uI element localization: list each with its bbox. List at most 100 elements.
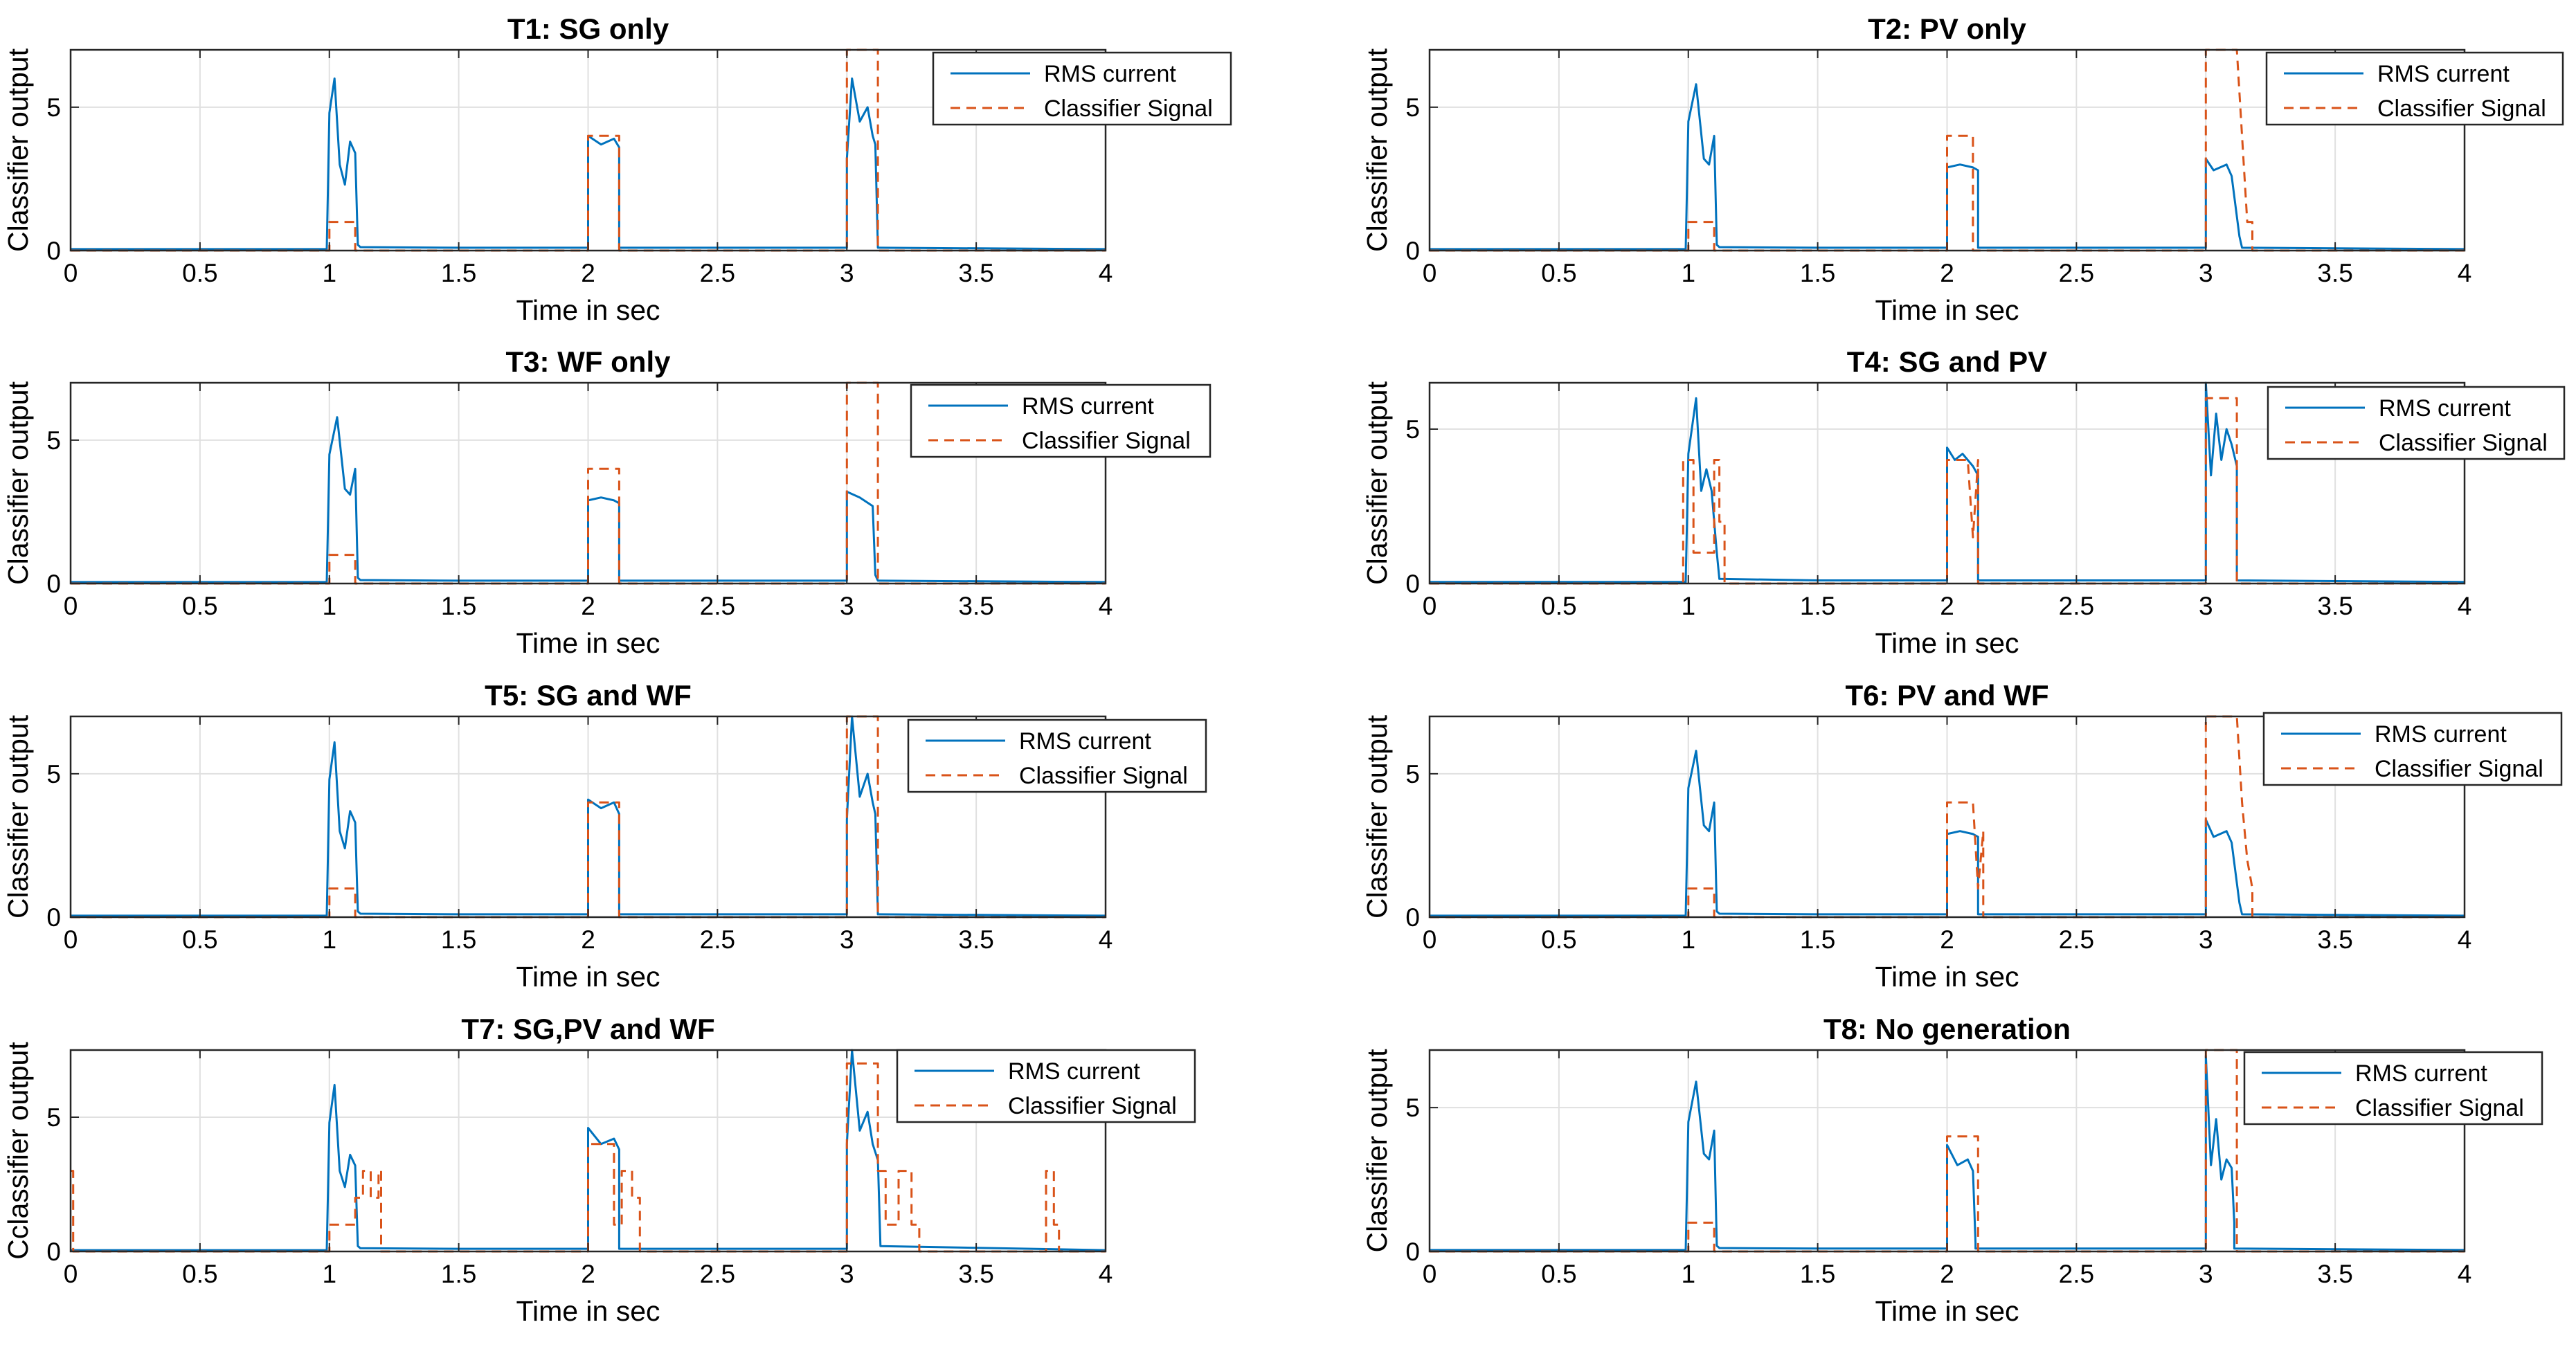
x-axis-label: Time in sec xyxy=(516,1295,660,1327)
x-tick-label: 0.5 xyxy=(1541,259,1576,287)
legend-box xyxy=(910,383,1212,458)
x-tick-label: 0 xyxy=(64,592,78,620)
x-axis-label: Time in sec xyxy=(1875,627,2019,659)
y-tick-label: 5 xyxy=(1405,1094,1420,1122)
y-axis-label: Classifier output xyxy=(1361,381,1393,585)
legend: RMS current Classifier Signal xyxy=(2262,712,2563,786)
x-tick-label: 3 xyxy=(840,925,854,954)
y-tick-label: 0 xyxy=(46,903,61,932)
x-tick-label: 0.5 xyxy=(1541,1260,1576,1288)
x-tick-label: 1.5 xyxy=(441,925,476,954)
y-tick-label: 5 xyxy=(46,760,61,788)
x-tick-label: 0 xyxy=(1423,259,1437,287)
x-tick-label: 3 xyxy=(840,1260,854,1288)
subplot-title: T6: PV and WF xyxy=(1846,679,2049,712)
legend-classifier-label: Classifier Signal xyxy=(1044,96,1213,122)
x-tick-label: 4 xyxy=(1099,1260,1113,1288)
x-tick-label: 4 xyxy=(2458,592,2472,620)
x-tick-label: 1 xyxy=(1681,925,1695,954)
x-tick-label: 1.5 xyxy=(441,592,476,620)
x-tick-label: 2 xyxy=(581,925,595,954)
y-axis-label: Classifier output xyxy=(2,48,34,252)
subplot-title: T8: No generation xyxy=(1823,1013,2071,1045)
x-axis-label: Time in sec xyxy=(516,294,660,326)
classifier-signal-line xyxy=(71,381,1106,585)
legend-rms-label: RMS current xyxy=(2355,1060,2487,1087)
x-tick-label: 3.5 xyxy=(2317,925,2352,954)
legend-classifier-label: Classifier Signal xyxy=(1008,1093,1177,1119)
subplot-title: T4: SG and PV xyxy=(1847,345,2047,378)
legend-rms-label: RMS current xyxy=(2377,61,2510,87)
x-tick-label: 4 xyxy=(1099,592,1113,620)
x-tick-label: 2.5 xyxy=(2059,1260,2094,1288)
x-tick-label: 2 xyxy=(581,259,595,287)
legend-box xyxy=(2267,386,2566,460)
y-axis-label: Cclassifier output xyxy=(2,1042,34,1260)
x-tick-label: 2 xyxy=(1940,925,1954,954)
x-tick-label: 1 xyxy=(1681,592,1695,620)
legend-box xyxy=(932,51,1232,126)
subplot-title: T1: SG only xyxy=(507,12,669,45)
y-axis-label: Classifier output xyxy=(2,381,34,585)
legend-classifier-label: Classifier Signal xyxy=(2355,1095,2524,1121)
x-axis-label: Time in sec xyxy=(1875,1295,2019,1327)
legend-box xyxy=(2265,51,2564,126)
classifier-signal-line xyxy=(71,48,1106,252)
legend: RMS current Classifier Signal xyxy=(932,51,1232,126)
x-tick-label: 1 xyxy=(1681,259,1695,287)
x-tick-label: 3.5 xyxy=(958,925,993,954)
rms-current-line xyxy=(1430,1054,2465,1251)
x-axis-label: Time in sec xyxy=(1875,961,2019,993)
x-tick-label: 0.5 xyxy=(1541,592,1576,620)
x-tick-label: 1.5 xyxy=(1800,925,1835,954)
legend-rms-label: RMS current xyxy=(2375,721,2507,748)
x-tick-label: 3 xyxy=(840,259,854,287)
y-tick-label: 5 xyxy=(1405,415,1420,444)
x-tick-label: 2.5 xyxy=(700,925,735,954)
x-tick-label: 4 xyxy=(2458,1260,2472,1288)
y-tick-label: 0 xyxy=(1405,237,1420,265)
x-tick-label: 1.5 xyxy=(441,259,476,287)
legend: RMS current Classifier Signal xyxy=(2243,1051,2543,1125)
x-tick-label: 2.5 xyxy=(2059,259,2094,287)
subplot-3: 0 0.5 1 1.5 2 2.5 3 3.5 4 0 5 T3: WF only Time in se… xyxy=(2,345,1212,659)
x-tick-label: 0.5 xyxy=(182,592,217,620)
legend-box xyxy=(2262,712,2563,786)
classifier-signal-line xyxy=(71,1062,1106,1253)
subplot-title: T3: WF only xyxy=(506,345,672,378)
legend: RMS current Classifier Signal xyxy=(910,383,1212,458)
x-tick-label: 3.5 xyxy=(2317,1260,2352,1288)
x-tick-label: 4 xyxy=(1099,925,1113,954)
rms-current-line xyxy=(1430,750,2465,917)
x-tick-label: 1.5 xyxy=(1800,1260,1835,1288)
x-tick-label: 1 xyxy=(322,259,336,287)
legend-rms-label: RMS current xyxy=(1008,1058,1140,1085)
x-tick-label: 3 xyxy=(840,592,854,620)
y-tick-label: 0 xyxy=(46,237,61,265)
y-tick-label: 0 xyxy=(46,570,61,598)
rms-current-line xyxy=(1430,83,2465,251)
subplot-title: T2: PV only xyxy=(1868,12,2026,45)
x-tick-label: 2 xyxy=(1940,592,1954,620)
x-tick-label: 2 xyxy=(581,592,595,620)
y-tick-label: 0 xyxy=(1405,1238,1420,1266)
y-tick-label: 5 xyxy=(46,426,61,455)
x-tick-label: 3.5 xyxy=(2317,259,2352,287)
x-tick-label: 2.5 xyxy=(700,259,735,287)
y-tick-label: 5 xyxy=(46,93,61,122)
rms-current-line xyxy=(71,77,1106,251)
x-tick-label: 1.5 xyxy=(1800,592,1835,620)
x-tick-label: 3.5 xyxy=(2317,592,2352,620)
legend-classifier-label: Classifier Signal xyxy=(2377,96,2546,122)
x-tick-label: 1 xyxy=(322,925,336,954)
subplot-5: 0 0.5 1 1.5 2 2.5 3 3.5 4 0 5 T5: SG and WF Time in … xyxy=(2,679,1207,993)
x-tick-label: 2.5 xyxy=(700,592,735,620)
legend-rms-label: RMS current xyxy=(1022,393,1154,419)
x-tick-label: 2.5 xyxy=(700,1260,735,1288)
y-tick-label: 5 xyxy=(1405,760,1420,788)
legend: RMS current Classifier Signal xyxy=(907,718,1207,793)
x-axis-label: Time in sec xyxy=(1875,294,2019,326)
x-tick-label: 4 xyxy=(1099,259,1113,287)
legend-box xyxy=(2243,1051,2543,1125)
